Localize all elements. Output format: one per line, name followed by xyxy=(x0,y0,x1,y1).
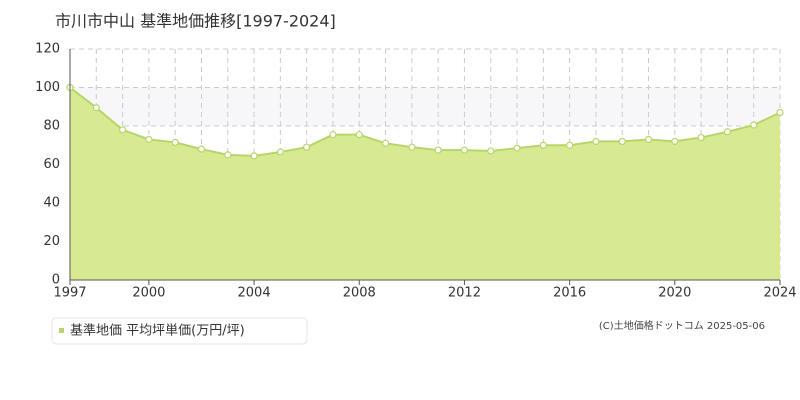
point xyxy=(750,121,758,129)
point xyxy=(276,148,284,156)
point xyxy=(250,152,258,160)
point xyxy=(171,138,179,146)
point xyxy=(434,146,442,154)
area xyxy=(70,87,780,280)
chart-title: 市川市中山 基準地価推移[1997-2024] xyxy=(55,12,336,31)
point xyxy=(539,141,547,149)
point xyxy=(197,145,206,153)
x-tick-label: 2024 xyxy=(763,286,796,301)
point xyxy=(644,135,653,144)
point xyxy=(618,137,626,145)
note: (C)土地価格ドットコム 2025-05-06 xyxy=(599,319,765,332)
point xyxy=(381,139,390,147)
x-tick-label: 2020 xyxy=(658,286,691,301)
point xyxy=(697,133,705,142)
point xyxy=(145,135,153,144)
point xyxy=(487,147,495,155)
point xyxy=(408,143,416,151)
line xyxy=(69,86,781,157)
x-tick-label: 2000 xyxy=(132,286,165,301)
point xyxy=(592,137,600,145)
point xyxy=(118,126,127,134)
y-tick-label: 80 xyxy=(43,119,60,134)
y-tick-label: 40 xyxy=(43,196,60,211)
point xyxy=(776,108,784,117)
x-tick-label: 2012 xyxy=(448,286,481,301)
x-tick-label: 2008 xyxy=(343,286,376,301)
point xyxy=(92,104,100,112)
point xyxy=(460,146,469,154)
y-tick-label: 100 xyxy=(35,80,60,95)
legend-label: 基準地価 平均坪単価(万円/坪) xyxy=(70,323,245,339)
point xyxy=(224,151,232,159)
point xyxy=(329,131,337,139)
point xyxy=(513,144,521,152)
x-tick-label: 1997 xyxy=(53,286,86,301)
y-tick-label: 60 xyxy=(43,157,60,172)
point xyxy=(355,131,363,139)
point xyxy=(723,128,732,136)
x-tick-label: 2016 xyxy=(553,286,586,301)
point xyxy=(566,141,574,149)
y-tick-label: 20 xyxy=(43,234,60,249)
plot-band xyxy=(70,87,780,126)
y-tick-label: 120 xyxy=(35,42,60,57)
legend-swatch xyxy=(59,328,64,333)
y-tick-label: 0 xyxy=(52,273,60,288)
legend-box xyxy=(51,317,308,345)
x-tick-label: 2004 xyxy=(238,286,271,301)
point xyxy=(671,137,679,145)
point xyxy=(303,143,311,151)
